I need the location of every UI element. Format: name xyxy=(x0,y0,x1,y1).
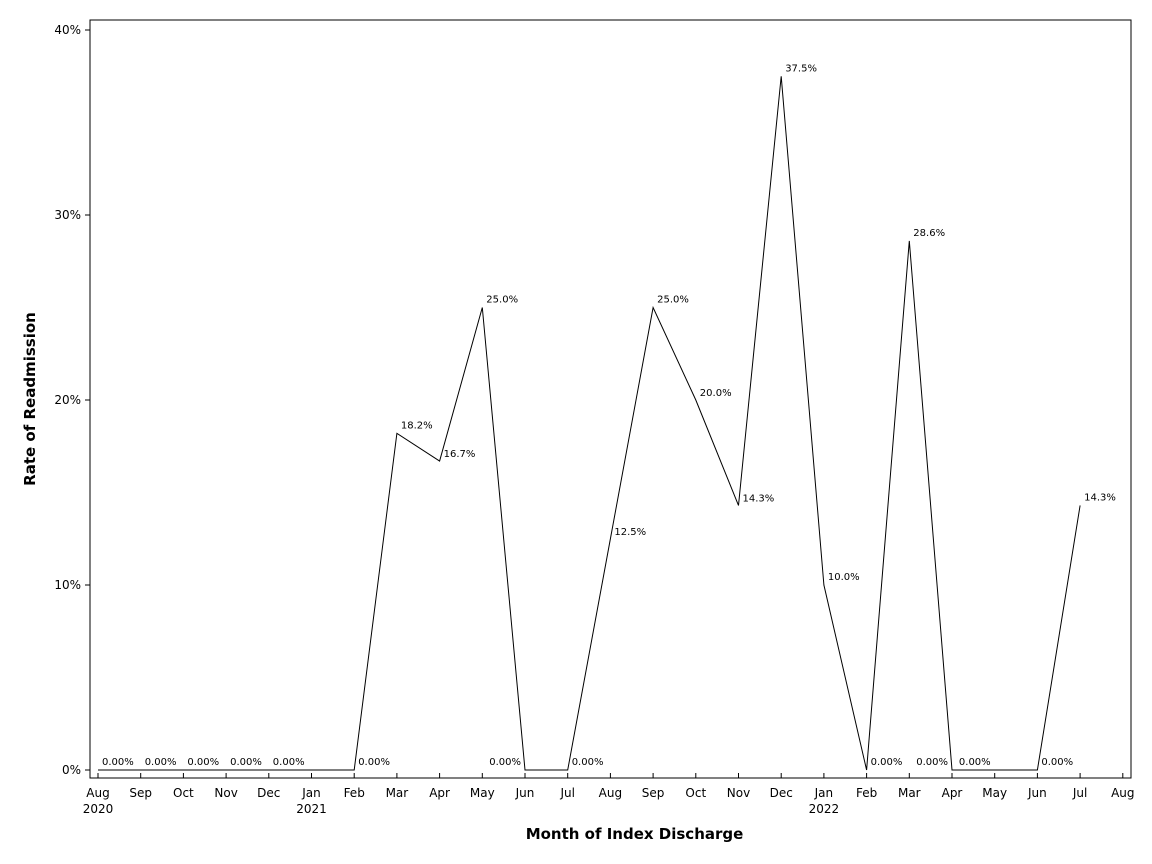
y-tick-label: 40% xyxy=(54,23,81,37)
data-label: 0.00% xyxy=(230,757,262,768)
x-tick-label: Mar xyxy=(386,786,409,800)
series-rate-of-readmission xyxy=(98,76,1081,771)
data-label: 0.00% xyxy=(187,757,219,768)
data-label: 0.00% xyxy=(572,757,604,768)
x-tick-label: May xyxy=(470,786,495,800)
data-label: 0.00% xyxy=(273,757,305,768)
x-tick-label: Aug xyxy=(1111,786,1134,800)
x-tick-year-label: 2021 xyxy=(296,802,327,816)
data-label: 0.00% xyxy=(145,757,177,768)
plot-border xyxy=(89,19,1132,779)
data-label: 14.3% xyxy=(1084,492,1116,503)
data-label: 14.3% xyxy=(743,493,775,504)
plot-area xyxy=(89,19,1132,779)
x-tick-label: Apr xyxy=(429,786,450,800)
x-tick-label: Apr xyxy=(942,786,963,800)
x-tick-label: May xyxy=(982,786,1007,800)
x-tick-label: Jul xyxy=(1072,786,1087,800)
data-label: 16.7% xyxy=(444,449,476,460)
y-axis-title: Rate of Readmission xyxy=(21,312,39,486)
x-tick-label: Mar xyxy=(898,786,921,800)
x-tick-label: Jan xyxy=(814,786,834,800)
data-label: 0.00% xyxy=(358,757,390,768)
x-tick-label: Feb xyxy=(856,786,877,800)
x-tick-label: Jan xyxy=(301,786,321,800)
y-tick-label: 10% xyxy=(54,578,81,592)
data-label: 20.0% xyxy=(700,388,732,399)
x-tick-label: Sep xyxy=(642,786,665,800)
data-label: 25.0% xyxy=(486,295,518,306)
y-tick-label: 0% xyxy=(62,763,81,777)
x-tick-label: Oct xyxy=(685,786,706,800)
x-tick-label: Aug xyxy=(599,786,622,800)
x-tick-label: Jun xyxy=(515,786,535,800)
x-axis-title: Month of Index Discharge xyxy=(526,825,744,843)
data-label: 37.5% xyxy=(785,63,817,74)
data-label: 0.00% xyxy=(1041,757,1073,768)
x-tick-label: Jul xyxy=(559,786,574,800)
y-tick-label: 30% xyxy=(54,208,81,222)
y-tick-label: 20% xyxy=(54,393,81,407)
data-label: 0.00% xyxy=(916,757,948,768)
data-label: 12.5% xyxy=(614,527,646,538)
x-tick-label: Dec xyxy=(770,786,793,800)
x-tick-label: Feb xyxy=(344,786,365,800)
x-tick-label: Dec xyxy=(257,786,280,800)
x-tick-label: Aug xyxy=(86,786,109,800)
x-tick-label: Sep xyxy=(129,786,152,800)
y-axis: 0% 10% 20% 30% 40% xyxy=(54,23,90,777)
data-label: 25.0% xyxy=(657,295,689,306)
x-tick-year-label: 2020 xyxy=(83,802,114,816)
x-tick-label: Nov xyxy=(214,786,237,800)
data-label: 18.2% xyxy=(401,420,433,431)
x-tick-label: Nov xyxy=(727,786,750,800)
data-label: 0.00% xyxy=(959,757,991,768)
x-axis: Aug 2020 Sep Oct Nov Dec Jan 2021 Feb Mar Apr May Ju… xyxy=(83,773,1135,816)
data-labels: 0.00% 0.00% 0.00% 0.00% 0.00% 0.00% 18.2% 16.7%… xyxy=(102,63,1116,768)
data-label: 0.00% xyxy=(489,757,521,768)
x-tick-label: Jun xyxy=(1027,786,1047,800)
x-tick-year-label: 2022 xyxy=(809,802,840,816)
data-label: 0.00% xyxy=(871,757,903,768)
data-label: 0.00% xyxy=(102,757,134,768)
data-label: 28.6% xyxy=(913,228,945,239)
data-label: 10.0% xyxy=(828,572,860,583)
x-tick-label: Oct xyxy=(173,786,194,800)
series-line xyxy=(98,76,1081,771)
